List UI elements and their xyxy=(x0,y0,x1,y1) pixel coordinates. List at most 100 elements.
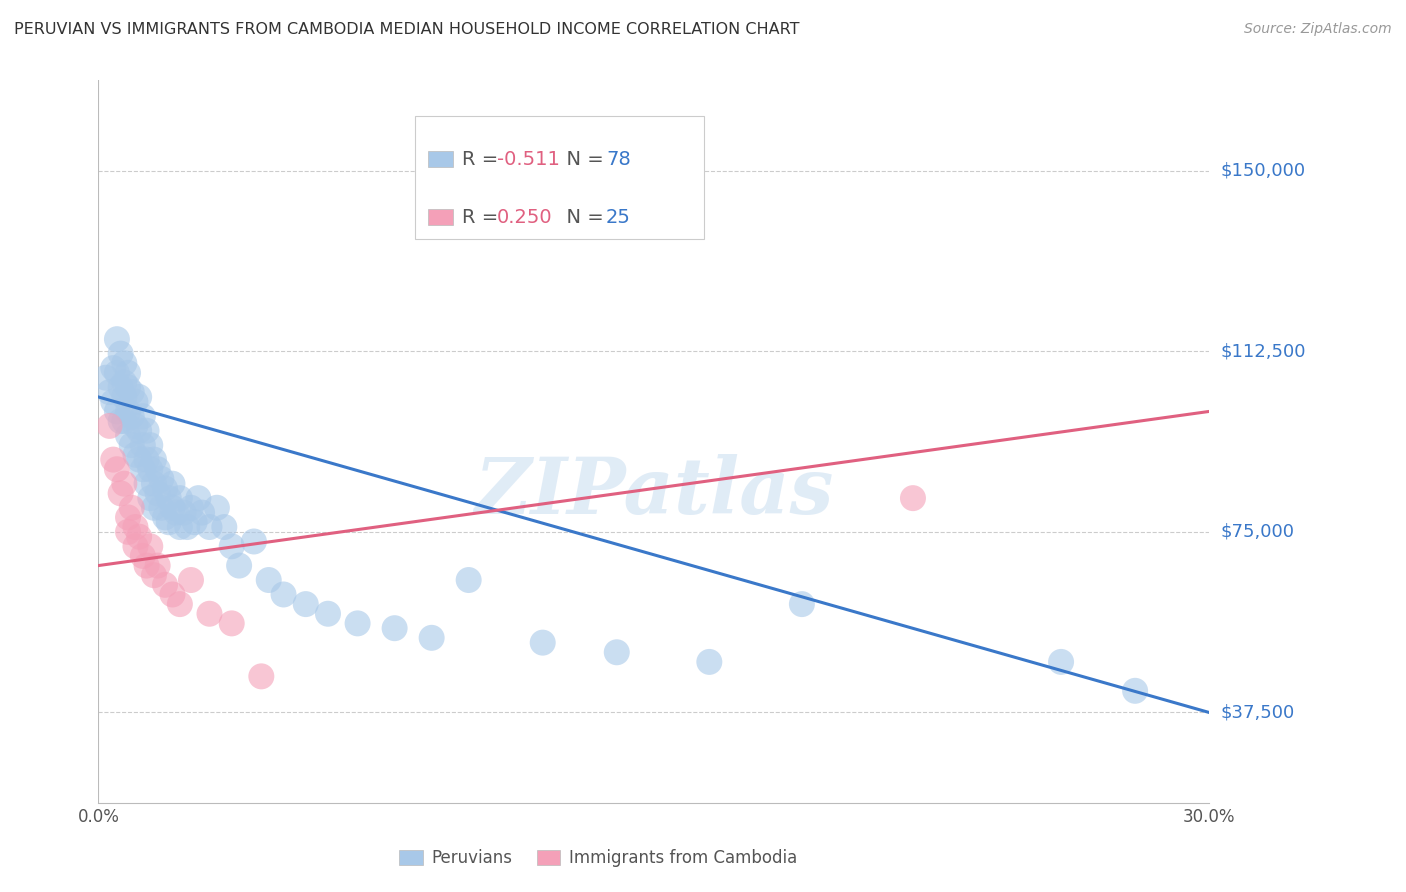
Point xyxy=(176,520,198,534)
Point xyxy=(180,573,202,587)
Point xyxy=(121,409,143,424)
Point xyxy=(105,404,128,418)
Text: $150,000: $150,000 xyxy=(1220,161,1305,179)
Point xyxy=(128,452,150,467)
Point xyxy=(183,515,205,529)
Point xyxy=(157,515,180,529)
Text: $112,500: $112,500 xyxy=(1220,343,1306,360)
Point xyxy=(105,462,128,476)
Point xyxy=(112,414,135,428)
Point xyxy=(139,438,162,452)
Point xyxy=(153,510,176,524)
Point xyxy=(457,573,479,587)
Point xyxy=(180,500,202,515)
Point xyxy=(117,366,139,380)
Point xyxy=(124,539,146,553)
Point xyxy=(112,376,135,390)
Point xyxy=(420,631,443,645)
Point xyxy=(132,438,155,452)
Point xyxy=(128,530,150,544)
Point xyxy=(117,510,139,524)
Text: -0.511: -0.511 xyxy=(498,150,560,169)
Point xyxy=(110,346,132,360)
Point xyxy=(606,645,628,659)
Point xyxy=(117,404,139,418)
Point xyxy=(153,578,176,592)
Text: Source: ZipAtlas.com: Source: ZipAtlas.com xyxy=(1244,22,1392,37)
Point xyxy=(112,390,135,404)
Text: PERUVIAN VS IMMIGRANTS FROM CAMBODIA MEDIAN HOUSEHOLD INCOME CORRELATION CHART: PERUVIAN VS IMMIGRANTS FROM CAMBODIA MED… xyxy=(14,22,800,37)
Point xyxy=(121,438,143,452)
Point xyxy=(165,506,187,520)
Point xyxy=(169,597,191,611)
Point xyxy=(117,380,139,394)
Point xyxy=(169,491,191,505)
Point xyxy=(198,520,221,534)
Point xyxy=(316,607,339,621)
Point xyxy=(98,418,121,433)
Point xyxy=(169,520,191,534)
Point xyxy=(191,506,214,520)
Point xyxy=(162,476,184,491)
Point xyxy=(143,500,166,515)
Point xyxy=(117,428,139,442)
Point xyxy=(139,491,162,505)
Text: ZIPatlas: ZIPatlas xyxy=(474,454,834,531)
Text: $37,500: $37,500 xyxy=(1220,704,1295,722)
Point xyxy=(205,500,228,515)
Point xyxy=(162,500,184,515)
Point xyxy=(198,607,221,621)
Text: 0.250: 0.250 xyxy=(498,208,553,227)
Point xyxy=(699,655,721,669)
Legend: Peruvians, Immigrants from Cambodia: Peruvians, Immigrants from Cambodia xyxy=(392,843,804,874)
Point xyxy=(153,482,176,496)
Point xyxy=(128,424,150,438)
Point xyxy=(187,491,209,505)
Text: N =: N = xyxy=(554,208,610,227)
Point xyxy=(103,361,125,376)
Point xyxy=(124,394,146,409)
Point xyxy=(143,452,166,467)
Point xyxy=(110,486,132,500)
Point xyxy=(105,332,128,346)
FancyBboxPatch shape xyxy=(429,152,453,168)
Point xyxy=(112,356,135,370)
Point xyxy=(121,385,143,400)
Point xyxy=(132,462,155,476)
Point xyxy=(901,491,924,505)
Point xyxy=(143,476,166,491)
Text: N =: N = xyxy=(554,150,610,169)
Point xyxy=(221,539,243,553)
Point xyxy=(124,448,146,462)
Point xyxy=(146,486,169,500)
Point xyxy=(117,524,139,539)
Text: 78: 78 xyxy=(606,150,631,169)
Point xyxy=(112,476,135,491)
Point xyxy=(214,520,236,534)
Point xyxy=(294,597,316,611)
Point xyxy=(135,424,157,438)
Point xyxy=(105,366,128,380)
Point xyxy=(228,558,250,573)
Point xyxy=(173,506,195,520)
Point xyxy=(250,669,273,683)
Point xyxy=(98,385,121,400)
Point xyxy=(790,597,813,611)
FancyBboxPatch shape xyxy=(415,116,704,239)
Point xyxy=(1123,683,1146,698)
Text: 25: 25 xyxy=(606,208,631,227)
Point xyxy=(146,462,169,476)
Point xyxy=(162,587,184,601)
Point xyxy=(257,573,280,587)
Point xyxy=(157,491,180,505)
Point xyxy=(143,568,166,582)
Point xyxy=(146,558,169,573)
Point xyxy=(643,163,665,178)
Point xyxy=(150,472,173,486)
Point xyxy=(124,520,146,534)
Point xyxy=(132,409,155,424)
Text: R =: R = xyxy=(461,208,505,227)
Point xyxy=(531,635,554,649)
FancyBboxPatch shape xyxy=(429,210,453,225)
Point xyxy=(128,390,150,404)
